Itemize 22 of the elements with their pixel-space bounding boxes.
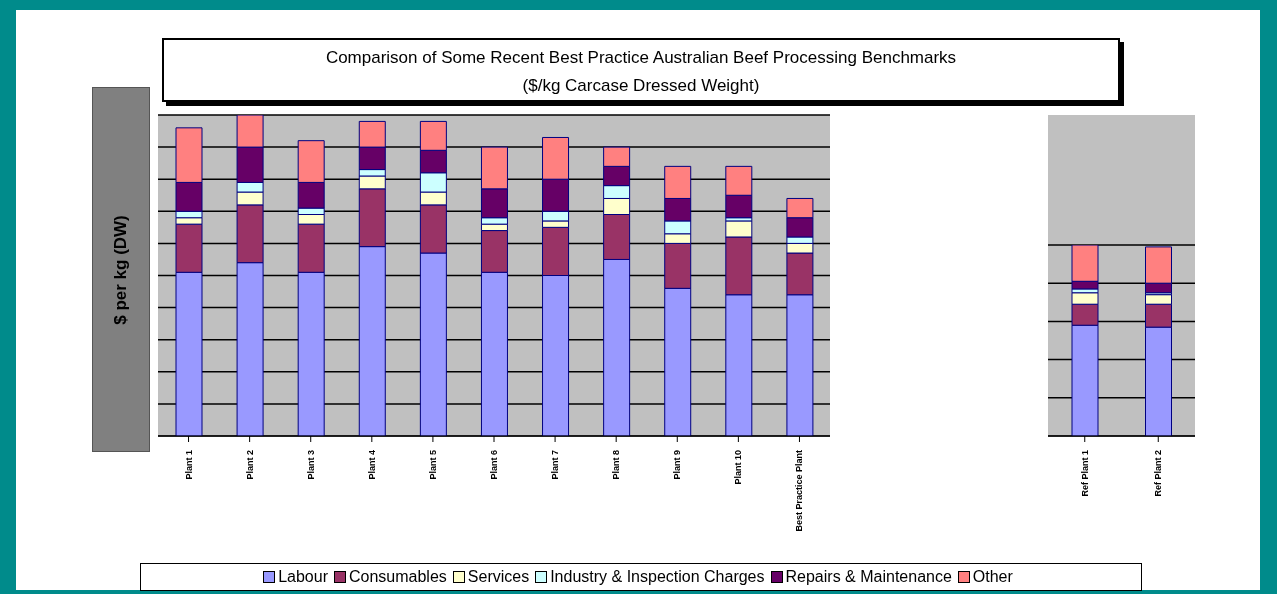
x-tick-label: Plant 6 (489, 450, 499, 480)
legend-label: Labour (277, 568, 328, 586)
legend-label: Other (971, 568, 1013, 586)
x-tick-label: Plant 1 (183, 450, 194, 480)
x-tick-label: Plant 8 (611, 450, 622, 480)
x-tick-label: Plant 4 (366, 450, 377, 480)
x-tick-label: Plant 3 (305, 450, 316, 480)
x-tick-label: Ref Plant 2 (1153, 450, 1164, 497)
x-tick-label: Plant 10 (733, 450, 744, 485)
chart-title: Comparison of Some Recent Best Practice Australian Beef Processing Benchmarks (324, 47, 958, 69)
legend-label: Repairs & Maintenance (784, 568, 952, 586)
y-axis-title: $ per kg (DW) (111, 215, 131, 325)
x-tick-label: Plant 5 (427, 450, 438, 480)
chart-subtitle: ($/kg Carcase Dressed Weight) (521, 75, 761, 97)
x-tick-label: Best Practice Plant (794, 450, 805, 532)
x-tick-label: Plant 9 (672, 450, 683, 480)
x-tick-label: Ref Plant 1 (1079, 450, 1090, 497)
legend-label: Consumables (348, 568, 447, 586)
legend-label: Services (466, 568, 530, 586)
x-tick-label: Plant 7 (550, 450, 561, 480)
legend-label: Industry & Inspection Charges (549, 568, 765, 586)
x-tick-label: Plant 2 (244, 450, 255, 480)
